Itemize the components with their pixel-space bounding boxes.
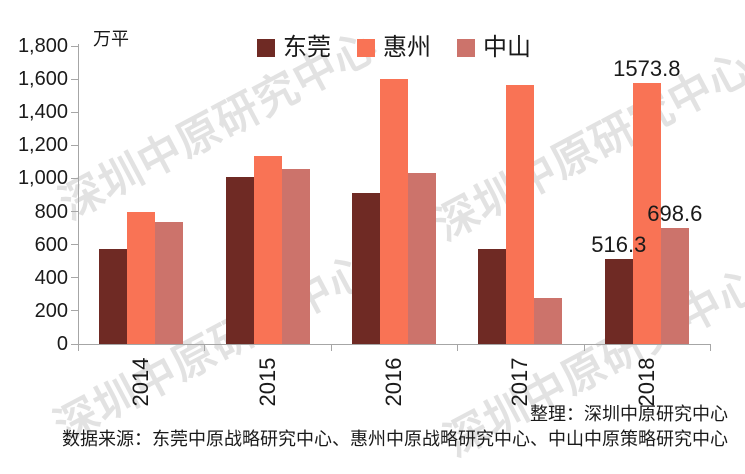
legend-swatch-zhongshan [457,39,475,57]
y-axis-label-0: 0 [56,333,68,355]
y-axis-label-1800: 1,800 [17,35,68,57]
y-axis-label-1200: 1,200 [17,134,68,157]
bar-2014-huizhou [127,211,156,344]
legend: 东莞 惠州 中山 [257,36,557,60]
x-axis-label-2017: 2017 [507,357,533,407]
y-axis-tick [71,78,78,80]
bar-2018-zhongshan [660,228,689,344]
y-axis-tick [71,144,78,146]
source-text: 数据来源：东莞中原战略研究中心、惠州中原战略研究中心、中山中原策略研究中心 [62,429,728,449]
bar-2016-huizhou [380,79,408,344]
x-axis-tick [78,344,79,351]
y-axis-label-800: 800 [34,200,68,223]
bar-2016-zhongshan [408,172,436,344]
y-axis-unit-label: 万平 [93,29,129,49]
y-axis-tick [71,45,78,47]
data-label-huizhou-2018: 1573.8 [613,56,681,82]
legend-item-huizhou: 惠州 [357,36,431,60]
legend-item-zhongshan: 中山 [457,36,531,60]
x-axis-label-2015: 2015 [254,357,280,407]
y-axis-tick [71,277,78,279]
y-axis-label-1400: 1,400 [17,101,68,124]
bar-2018-huizhou [632,83,661,344]
bar-2017-huizhou [506,84,535,344]
legend-swatch-huizhou [357,39,375,57]
y-axis-tick [71,244,78,246]
y-axis-label-600: 600 [34,233,68,256]
y-axis-tick [71,211,78,213]
bar-2016-dongguan [352,192,380,344]
x-axis-tick [457,344,459,351]
legend-swatch-dongguan [257,39,275,57]
data-label-dongguan-2018: 516.3 [591,231,647,257]
x-axis-tick [330,344,332,351]
legend-item-dongguan: 东莞 [257,36,331,60]
legend-label-zhongshan: 中山 [483,34,531,61]
y-axis-line [78,44,79,345]
x-axis-tick [710,344,711,351]
y-axis-tick [71,111,78,113]
y-axis-tick [71,310,78,312]
y-axis-label-1600: 1,600 [17,68,68,91]
y-axis-label-200: 200 [34,299,68,322]
x-axis-line [78,344,711,345]
bar-2014-zhongshan [155,222,184,344]
x-axis-label-2018: 2018 [633,357,659,407]
x-axis-label-2014: 2014 [128,357,154,407]
credit-text: 整理：深圳中原研究中心 [530,404,728,424]
bar-2017-dongguan [478,248,507,344]
bar-2018-dongguan [604,258,633,344]
data-label-zhongshan-2018: 698.6 [647,201,703,227]
bar-2014-dongguan [99,248,128,344]
bar-2015-huizhou [253,156,282,344]
x-axis-tick [583,344,585,351]
x-axis-label-2016: 2016 [381,357,406,407]
bar-2015-zhongshan [281,169,310,344]
legend-label-huizhou: 惠州 [383,34,431,61]
x-axis-tick [204,344,206,351]
y-axis-tick [71,343,78,345]
y-axis-label-400: 400 [34,266,68,289]
y-axis-label-1000: 1,000 [17,167,68,190]
y-axis-tick [71,177,78,179]
legend-label-dongguan: 东莞 [283,34,331,61]
bar-2015-dongguan [225,176,254,344]
bar-2017-zhongshan [534,298,563,344]
